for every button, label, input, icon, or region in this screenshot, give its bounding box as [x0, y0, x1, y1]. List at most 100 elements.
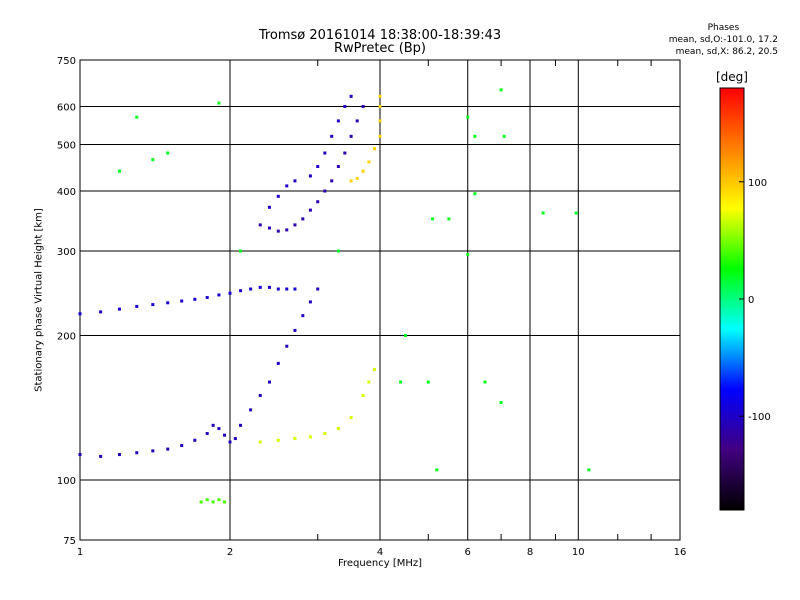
- colorbar-unit: [deg]: [716, 70, 748, 84]
- x-tick-label-6: 16: [674, 547, 687, 558]
- data-point-s2-1: [355, 176, 359, 180]
- data-point-s4-17: [267, 380, 271, 384]
- data-point-s3-12: [249, 287, 253, 291]
- data-point-s7-11: [466, 253, 470, 257]
- data-point-s4-5: [166, 447, 170, 451]
- data-point-s6-3: [217, 498, 221, 502]
- data-point-s7-1: [166, 151, 170, 155]
- data-point-s0-13: [355, 119, 359, 123]
- data-point-s3-9: [217, 293, 221, 297]
- data-point-s7-6: [502, 134, 506, 138]
- data-point-s7-18: [499, 401, 503, 405]
- data-point-s3-2: [117, 307, 121, 311]
- data-point-s2-5: [378, 134, 382, 138]
- data-point-s0-10: [336, 164, 340, 168]
- data-point-s4-18: [276, 361, 280, 365]
- x-tick-label-2: 4: [377, 547, 383, 558]
- data-point-s5-0: [258, 440, 262, 444]
- data-point-s4-12: [228, 440, 232, 444]
- data-point-s7-4: [117, 169, 121, 173]
- data-point-s7-2: [135, 115, 139, 119]
- data-point-s2-7: [378, 105, 382, 109]
- data-point-s4-4: [151, 449, 155, 453]
- data-point-s1-2: [285, 184, 289, 188]
- data-point-s3-11: [239, 289, 243, 293]
- data-point-s4-13: [233, 437, 237, 441]
- data-point-s0-7: [316, 200, 320, 204]
- data-point-s4-22: [308, 300, 312, 304]
- chart-subtitle: RwPretec (Bp): [333, 41, 427, 56]
- data-point-s4-20: [293, 328, 297, 332]
- data-point-s3-10: [228, 291, 232, 295]
- data-point-s0-3: [285, 228, 289, 232]
- phase-stats-o: mean, sd,O:-101.0, 17.2: [668, 35, 778, 45]
- data-point-s6-4: [223, 500, 227, 504]
- data-point-s7-13: [541, 211, 545, 215]
- data-point-s0-1: [267, 226, 271, 230]
- data-point-s7-3: [151, 158, 155, 162]
- data-point-s0-2: [276, 229, 280, 233]
- y-tick-label-5: 500: [57, 141, 76, 152]
- plot-frame: [79, 59, 681, 541]
- data-point-s0-9: [330, 179, 334, 183]
- data-point-s5-3: [308, 435, 312, 439]
- data-point-s4-10: [217, 427, 221, 431]
- data-point-s3-0: [78, 312, 82, 316]
- data-point-s1-4: [308, 174, 312, 178]
- data-point-s6-2: [211, 500, 215, 504]
- data-point-s7-7: [466, 115, 470, 119]
- data-point-s5-1: [276, 438, 280, 442]
- data-point-s7-20: [587, 468, 591, 472]
- y-tick-label-1: 100: [57, 476, 76, 487]
- x-tick-label-4: 8: [527, 547, 533, 558]
- data-point-s4-7: [193, 438, 197, 442]
- data-point-s0-4: [293, 223, 297, 227]
- data-point-s4-1: [99, 454, 103, 458]
- x-axis-label: Frequency [MHz]: [337, 558, 423, 569]
- y-tick-label-0: 75: [63, 536, 76, 547]
- data-point-s3-4: [151, 303, 155, 307]
- data-point-s1-6: [323, 151, 327, 155]
- data-point-s4-19: [285, 344, 289, 348]
- phase-stats-x: mean, sd,X: 86.2, 20.5: [675, 47, 778, 57]
- data-point-s1-1: [276, 194, 280, 198]
- data-point-s4-21: [301, 314, 305, 318]
- data-point-s3-6: [180, 299, 184, 303]
- y-tick-label-2: 200: [57, 332, 76, 343]
- data-point-s1-8: [336, 119, 340, 123]
- data-point-s5-9: [373, 367, 377, 371]
- data-point-s7-8: [473, 134, 477, 138]
- x-tick-label-1: 2: [227, 547, 233, 558]
- data-point-s7-12: [473, 192, 477, 196]
- data-point-s4-15: [249, 408, 253, 412]
- data-point-s6-0: [199, 500, 203, 504]
- data-point-s3-5: [166, 301, 170, 305]
- data-point-s5-8: [367, 380, 371, 384]
- data-point-s5-7: [361, 394, 365, 398]
- data-point-s1-7: [330, 134, 334, 138]
- data-point-s0-0: [258, 223, 262, 227]
- data-point-s7-9: [431, 217, 435, 221]
- colorbar-tick-label-2: -100: [748, 412, 771, 423]
- data-point-s4-16: [258, 394, 262, 398]
- data-point-s4-2: [117, 453, 121, 457]
- data-point-s7-16: [399, 380, 403, 384]
- data-point-s4-6: [180, 444, 184, 448]
- data-point-s4-0: [78, 453, 82, 457]
- colorbar-tick-label-0: 100: [748, 178, 767, 189]
- data-point-s2-6: [378, 119, 382, 123]
- data-point-s2-2: [361, 169, 365, 173]
- data-point-s2-4: [373, 147, 377, 151]
- data-point-s3-7: [193, 297, 197, 301]
- data-point-s5-4: [323, 432, 327, 436]
- data-point-s6-1: [205, 498, 209, 502]
- data-point-s1-0: [267, 205, 271, 209]
- colorbar-tick-label-1: 0: [748, 295, 754, 306]
- data-point-s0-14: [361, 105, 365, 109]
- data-point-s4-14: [239, 423, 243, 427]
- data-point-s7-22: [336, 249, 340, 253]
- x-tick-label-0: 1: [77, 547, 83, 558]
- data-point-s0-5: [301, 217, 305, 221]
- y-tick-label-4: 400: [57, 187, 76, 198]
